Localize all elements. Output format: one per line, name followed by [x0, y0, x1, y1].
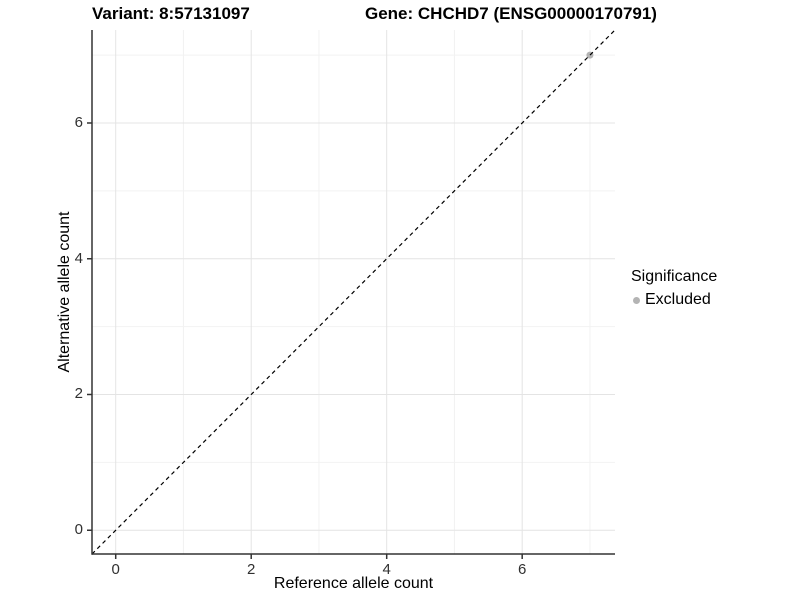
legend: Significance Excluded	[630, 268, 717, 309]
minor-gridlines	[92, 30, 615, 554]
y-tick-label-4: 4	[74, 249, 83, 267]
x-tick-label-0: 0	[111, 561, 120, 578]
major-gridlines	[92, 30, 615, 554]
x-tick-label-6: 6	[518, 561, 527, 578]
legend-point-icon	[633, 296, 640, 304]
axis-lines	[91, 30, 615, 555]
x-tick-label-2: 2	[247, 561, 256, 578]
y-tick-label-0: 0	[74, 521, 83, 539]
x-axis-label: Reference allele count	[273, 575, 434, 592]
legend-title: Significance	[631, 268, 718, 285]
y-axis-label: Alternative allele count	[56, 211, 73, 373]
axis-ticks	[87, 122, 523, 559]
legend-item-label: Excluded	[645, 291, 711, 308]
variant-title: Variant: 8:57131097	[92, 4, 250, 23]
legend-item-excluded: Excluded	[630, 291, 717, 309]
identity-reference-line	[91, 29, 616, 555]
y-tick-label-6: 6	[74, 113, 83, 131]
y-tick-label-2: 2	[74, 385, 83, 403]
gene-title: Gene: CHCHD7 (ENSG00000170791)	[365, 4, 657, 23]
x-tick-label-4: 4	[382, 561, 391, 578]
